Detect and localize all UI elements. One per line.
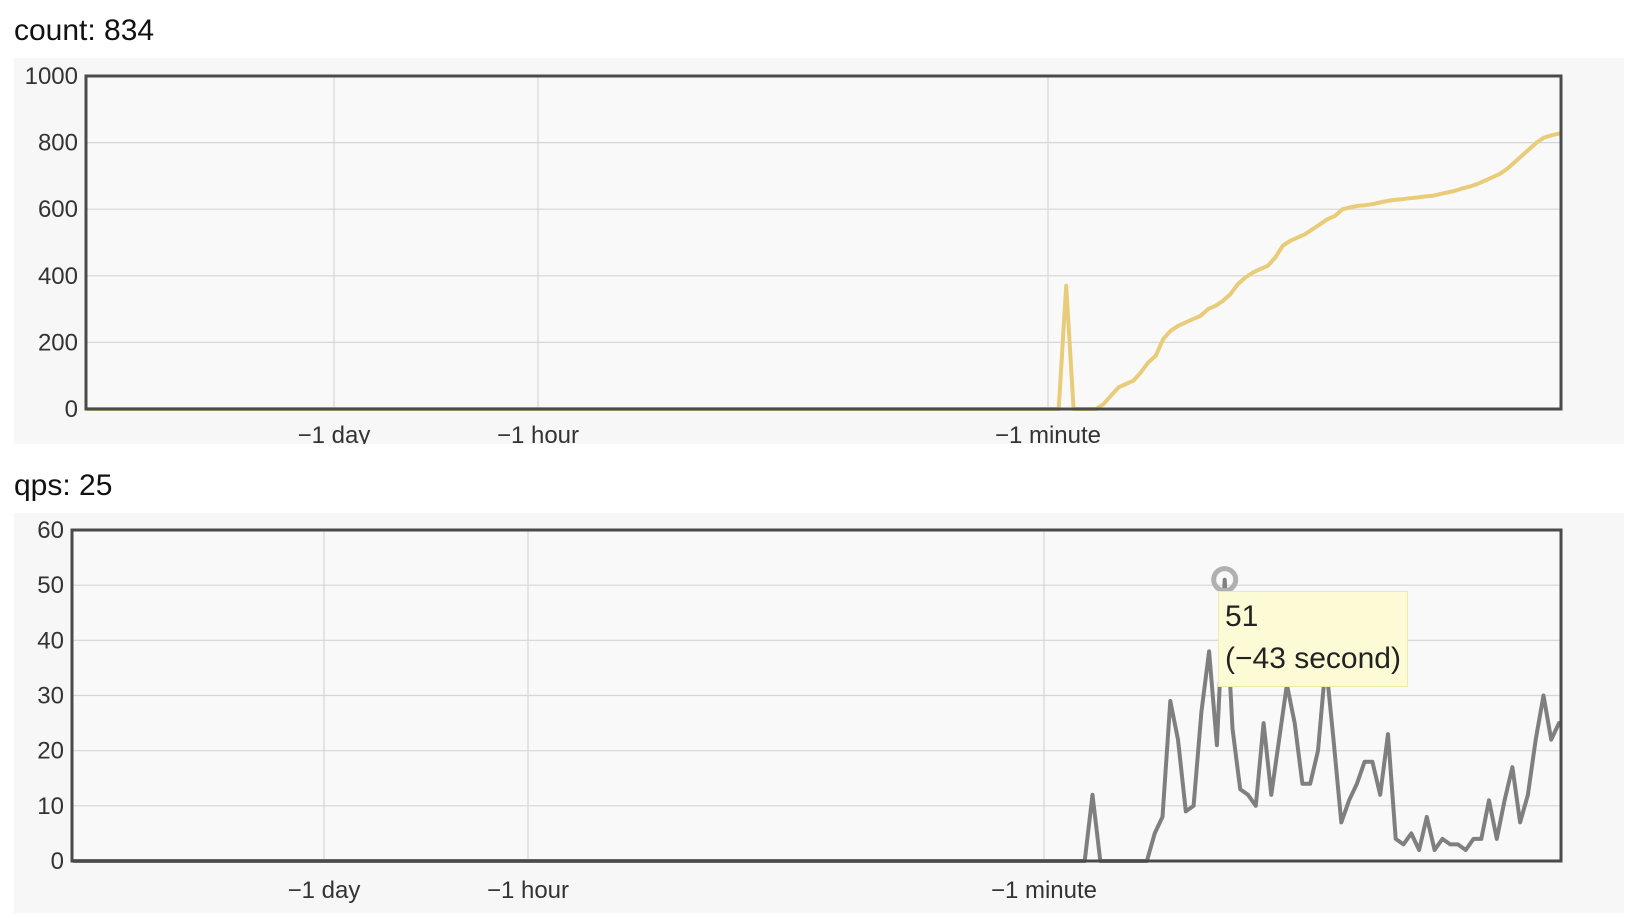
x-tick-label: −1 hour — [497, 422, 579, 444]
count-chart-svg: 0 200 400 600 800 1000 −1 day −1 hour −1 minute — [25, 63, 1563, 449]
hover-marker — [1211, 566, 1239, 594]
y-tick-label: 50 — [37, 572, 64, 599]
y-tick-label: 0 — [65, 396, 78, 423]
qps-tooltip: 51 (−43 second) — [1218, 591, 1408, 687]
qps-chart[interactable]: 0 10 20 30 40 50 60 −1 day −1 hour −1 minute — [14, 513, 1624, 913]
qps-title: qps: 25 — [14, 469, 113, 502]
x-tick-label: −1 minute — [991, 877, 1097, 904]
x-tick-label: −1 minute — [995, 422, 1101, 444]
y-tick-label: 40 — [37, 627, 64, 654]
y-tick-label: 200 — [38, 329, 78, 356]
y-tick-label: 400 — [38, 263, 78, 290]
y-tick-label: 1000 — [25, 63, 78, 90]
plot-frame — [70, 528, 1563, 863]
count-title: count: 834 — [14, 14, 155, 47]
y-tick-label: 20 — [37, 738, 64, 765]
y-tick-label: 600 — [38, 196, 78, 223]
qps-chart-svg: 0 10 20 30 40 50 60 −1 day −1 hour −1 minute — [37, 517, 1563, 904]
tooltip-time: (−43 second) — [1225, 642, 1401, 675]
y-tick-label: 60 — [37, 517, 64, 544]
tooltip-value: 51 — [1225, 600, 1259, 633]
x-tick-label: −1 hour — [487, 877, 569, 904]
y-tick-label: 0 — [51, 848, 64, 875]
x-tick-label: −1 day — [298, 422, 371, 444]
y-tick-label: 10 — [37, 793, 64, 820]
y-tick-label: 800 — [38, 130, 78, 157]
plot-area — [86, 76, 1561, 409]
x-tick-label: −1 day — [288, 877, 361, 904]
y-tick-label: 30 — [37, 683, 64, 710]
count-chart[interactable]: 0 200 400 600 800 1000 −1 day −1 hour −1 minute — [14, 58, 1624, 449]
plot-frame — [84, 74, 1563, 411]
